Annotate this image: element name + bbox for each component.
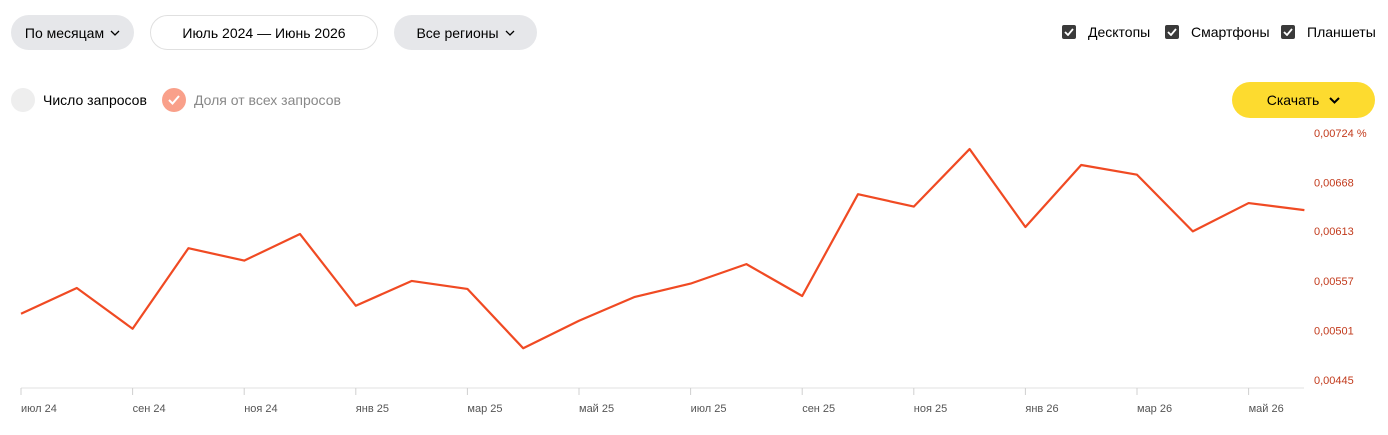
- y-tick-label: 0,00557: [1314, 276, 1354, 288]
- chevron: [110, 30, 120, 36]
- chevron: [1329, 96, 1340, 104]
- date-range: Июль 2024 — Июнь 2026: [182, 24, 346, 41]
- device-label: Смартфоны: [1191, 24, 1270, 40]
- device-label: Десктопы: [1088, 24, 1151, 40]
- chevron: [505, 30, 515, 36]
- x-tick-label: янв 26: [1025, 403, 1058, 415]
- x-tick-label: сен 25: [802, 403, 835, 415]
- device-label: Планшеты: [1307, 24, 1376, 40]
- device-checkbox[interactable]: Планшеты: [1281, 24, 1376, 40]
- y-tick-label: 0,00613: [1314, 226, 1354, 238]
- x-tick-label: янв 25: [356, 403, 389, 415]
- region: Все регионы: [416, 24, 499, 41]
- period-mode: По месяцам: [24, 24, 105, 41]
- y-tick-label: 0,00724 %: [1314, 128, 1367, 140]
- radio: [11, 88, 35, 112]
- region-button[interactable]: Все регионы: [394, 15, 537, 50]
- y-tick-label: 0,00501: [1314, 325, 1354, 337]
- metric-share-toggle[interactable]: Доля от всех запросов: [162, 88, 341, 112]
- radio-checked: [162, 88, 186, 112]
- data-line: [20, 147, 1305, 350]
- metric-count: Число запросов: [43, 92, 147, 108]
- x-tick-label: май 25: [579, 403, 614, 415]
- checkbox: [1281, 25, 1295, 39]
- download-label: Скачать: [1266, 92, 1320, 108]
- x-tick-label: мар 26: [1137, 403, 1172, 415]
- x-tick-label: июл 25: [691, 403, 727, 415]
- device-checkbox[interactable]: Смартфоны: [1165, 24, 1270, 40]
- checkbox: [1165, 25, 1179, 39]
- checkbox: [1062, 25, 1076, 39]
- x-tick-label: ноя 25: [914, 403, 947, 415]
- x-tick-label: май 26: [1249, 403, 1284, 415]
- x-tick-label: сен 24: [133, 403, 166, 415]
- metric-count-toggle[interactable]: Число запросов: [11, 88, 147, 112]
- y-tick-label: 0,00445: [1314, 375, 1354, 387]
- legend-label: Доля от всех запросов: [194, 92, 341, 108]
- download-button[interactable]: Скачать: [1232, 82, 1375, 118]
- period-mode-button[interactable]: По месяцам: [11, 15, 134, 50]
- y-tick-label: 0,00668: [1314, 177, 1354, 189]
- device-checkbox[interactable]: Десктопы: [1062, 24, 1150, 40]
- date-range-button[interactable]: Июль 2024 — Июнь 2026: [150, 15, 378, 50]
- x-tick-label: мар 25: [467, 403, 502, 415]
- x-tick-label: ноя 24: [244, 403, 277, 415]
- x-tick-label: июл 24: [21, 403, 57, 415]
